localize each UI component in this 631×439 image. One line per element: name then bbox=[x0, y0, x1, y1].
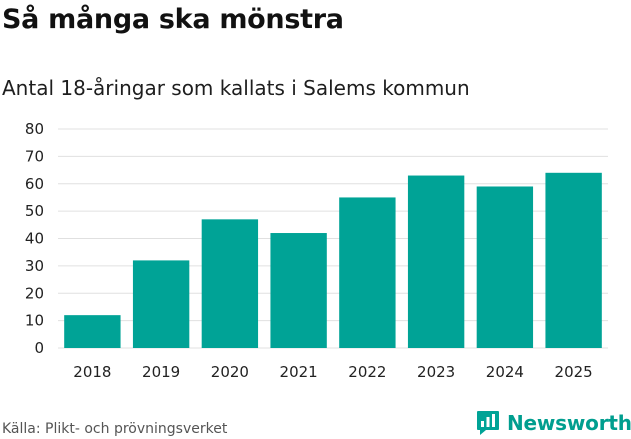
bar-2018 bbox=[64, 315, 121, 348]
bar-2020 bbox=[201, 219, 259, 348]
newsworthy-logo-icon bbox=[477, 411, 499, 435]
y-tick-label: 30 bbox=[25, 257, 44, 275]
y-tick-label: 70 bbox=[25, 147, 44, 165]
newsworthy-logo: Newsworthy bbox=[476, 409, 631, 437]
x-tick-label: 2018 bbox=[73, 363, 111, 381]
x-tick-label: 2021 bbox=[280, 363, 318, 381]
y-tick-label: 10 bbox=[25, 312, 44, 330]
x-tick-label: 2022 bbox=[348, 363, 386, 381]
chart-subtitle: Antal 18-åringar som kallats i Salems ko… bbox=[2, 76, 470, 100]
bar-2023 bbox=[407, 175, 465, 348]
bar-2022 bbox=[339, 197, 396, 348]
y-tick-label: 0 bbox=[34, 339, 44, 357]
bar-2019 bbox=[132, 260, 190, 348]
bar-2021 bbox=[270, 233, 327, 348]
newsworthy-logo-text: Newsworthy bbox=[507, 411, 631, 435]
bar-2024 bbox=[476, 186, 534, 348]
y-tick-label: 60 bbox=[25, 175, 44, 193]
x-tick-label: 2020 bbox=[211, 363, 249, 381]
y-tick-label: 50 bbox=[25, 202, 44, 220]
x-tick-label: 2025 bbox=[555, 363, 593, 381]
bar-2025 bbox=[545, 172, 602, 348]
source-note: Källa: Plikt- och prövningsverket bbox=[2, 421, 228, 437]
chart-title: Så många ska mönstra bbox=[2, 4, 344, 35]
y-tick-label: 40 bbox=[25, 230, 44, 248]
x-axis-ticks: 2018 2019 2020 2021 2022 2023 2024 2025 bbox=[73, 363, 592, 381]
x-tick-label: 2024 bbox=[486, 363, 524, 381]
y-tick-label: 20 bbox=[25, 284, 44, 302]
x-tick-label: 2019 bbox=[142, 363, 180, 381]
bars bbox=[64, 172, 602, 348]
y-tick-label: 80 bbox=[25, 120, 44, 138]
y-axis-ticks: 0 10 20 30 40 50 60 70 80 bbox=[25, 120, 44, 357]
x-tick-label: 2023 bbox=[417, 363, 455, 381]
